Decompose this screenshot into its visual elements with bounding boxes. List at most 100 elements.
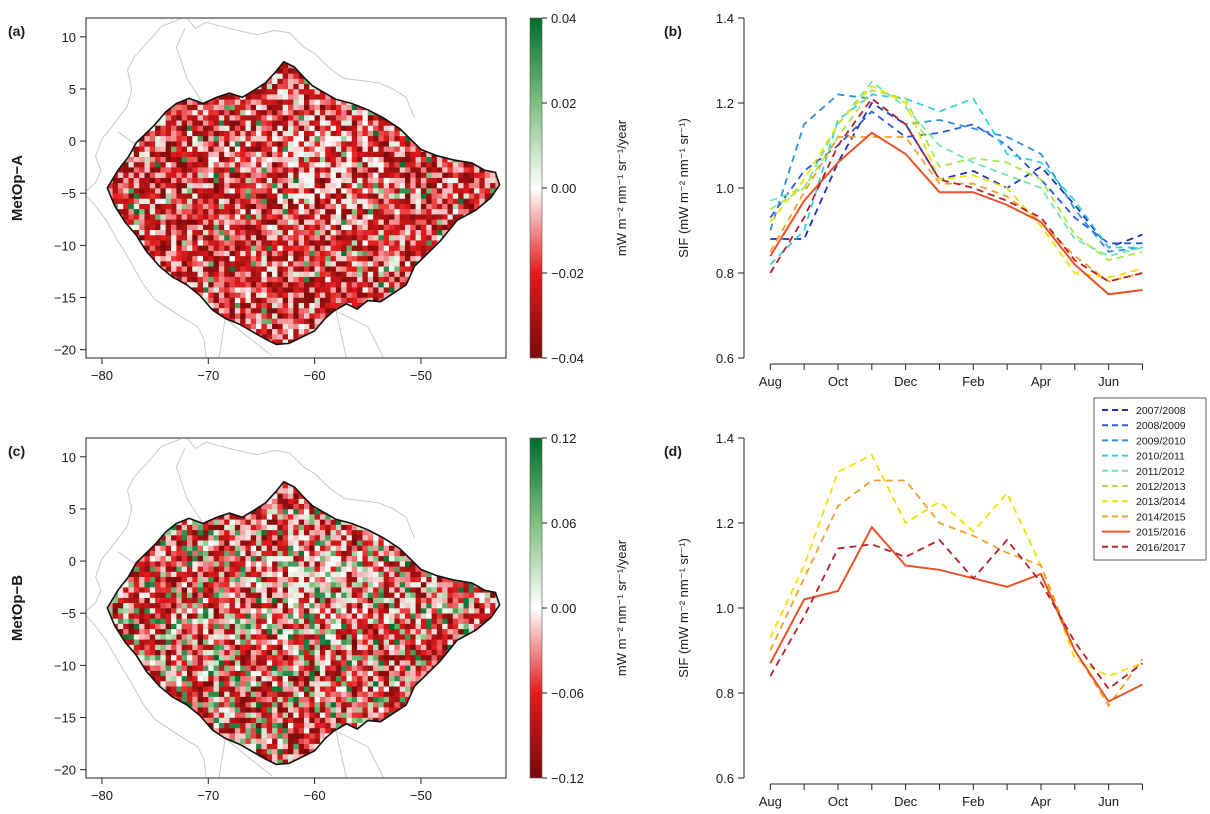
heatmap-cell	[160, 592, 167, 598]
heatmap-cell	[176, 120, 183, 126]
heatmap-cell	[431, 229, 438, 236]
heatmap-cell	[378, 188, 385, 194]
heatmap-cell	[208, 287, 214, 293]
heatmap-cell	[107, 146, 108, 152]
heatmap-cell	[490, 94, 496, 100]
heatmap-cell	[266, 266, 273, 272]
heatmap-cell	[484, 73, 491, 79]
colorbar-tick-label: 0.00	[551, 181, 576, 196]
heatmap-cell	[431, 156, 438, 163]
heatmap-cell	[133, 608, 140, 614]
heatmap-cell	[383, 151, 390, 158]
heatmap-cell	[139, 503, 145, 510]
heatmap-cell	[346, 120, 353, 126]
heatmap-cell	[213, 292, 220, 298]
heatmap-cell	[346, 167, 353, 173]
heatmap-cell	[250, 156, 257, 163]
heatmap-cell	[213, 261, 220, 267]
heatmap-cell	[351, 109, 358, 116]
heatmap-cell	[123, 88, 129, 95]
heatmap-cell	[218, 73, 225, 79]
heatmap-cell	[149, 670, 156, 677]
heatmap-cell	[484, 292, 491, 298]
heatmap-cell	[171, 250, 177, 257]
heatmap-cell	[272, 224, 278, 231]
heatmap-cell	[288, 245, 294, 251]
heatmap-cell	[272, 250, 278, 257]
heatmap-cell	[389, 266, 395, 272]
heatmap-cell	[309, 240, 315, 246]
heatmap-cell	[314, 172, 321, 178]
heatmap-cell	[133, 529, 140, 536]
heatmap-cell	[490, 172, 496, 178]
heatmap-cell	[288, 151, 294, 158]
heatmap-cell	[373, 73, 379, 79]
heatmap-cell	[128, 302, 135, 309]
heatmap-cell	[176, 141, 183, 147]
heatmap-cell	[490, 323, 496, 330]
heatmap-cell	[420, 208, 427, 215]
heatmap-cell	[149, 566, 156, 572]
heatmap-cell	[330, 61, 337, 64]
heatmap-cell	[192, 328, 198, 335]
heatmap-cell	[442, 240, 448, 246]
heatmap-cell	[474, 193, 480, 199]
heatmap-cell	[298, 344, 305, 345]
heatmap-cell	[468, 177, 475, 184]
heatmap-cell	[479, 271, 486, 277]
heatmap-cell	[468, 125, 475, 131]
heatmap-cell	[335, 146, 342, 152]
heatmap-cell	[399, 323, 406, 330]
heatmap-cell	[112, 514, 119, 520]
heatmap-cell	[378, 99, 385, 105]
heatmap-cell	[431, 219, 438, 225]
heatmap-cell	[266, 328, 273, 335]
basin-outline-a	[106, 60, 501, 346]
heatmap-cell	[117, 120, 124, 126]
heatmap-cell	[107, 514, 108, 520]
heatmap-cell	[133, 670, 140, 677]
heatmap-cell	[112, 618, 119, 624]
heatmap-cell	[203, 240, 209, 246]
heatmap-cell	[399, 271, 406, 277]
heatmap-cell	[218, 68, 225, 74]
heatmap-cell	[133, 498, 140, 505]
heatmap-cell	[282, 203, 289, 210]
heatmap-cell	[261, 297, 268, 304]
heatmap-cell	[128, 208, 135, 215]
heatmap-cell	[394, 229, 401, 236]
heatmap-cell	[245, 307, 252, 314]
heatmap-cell	[484, 255, 491, 262]
heatmap-cell	[171, 61, 177, 64]
heatmap-cell	[266, 313, 273, 319]
heatmap-cell	[165, 529, 172, 536]
heatmap-cell	[474, 146, 480, 152]
heatmap-cell	[245, 156, 252, 163]
heatmap-cell	[245, 219, 252, 225]
heatmap-cell	[468, 214, 475, 220]
heatmap-cell	[155, 649, 161, 656]
heatmap-cell	[128, 313, 135, 319]
heatmap-cell	[394, 334, 401, 340]
heatmap-cell	[463, 203, 470, 210]
heatmap-cell	[224, 339, 230, 345]
heatmap-cell	[240, 182, 246, 189]
heatmap-cell	[463, 182, 470, 189]
heatmap-cell	[463, 271, 470, 277]
heatmap-cell	[133, 665, 140, 671]
heatmap-cell	[420, 339, 427, 345]
heatmap-cell	[192, 313, 198, 319]
heatmap-cell	[351, 94, 358, 100]
heatmap-cell	[282, 99, 289, 105]
heatmap-cell	[107, 182, 113, 189]
heatmap-cell	[463, 297, 470, 304]
heatmap-cell	[139, 344, 145, 345]
heatmap-cell	[133, 759, 140, 765]
heatmap-cell	[256, 266, 262, 272]
heatmap-cell	[346, 83, 353, 90]
heatmap-cell	[357, 219, 363, 225]
heatmap-cell	[128, 618, 135, 624]
heatmap-cell	[357, 339, 363, 345]
heatmap-cell	[357, 208, 363, 215]
heatmap-cell	[234, 99, 241, 105]
